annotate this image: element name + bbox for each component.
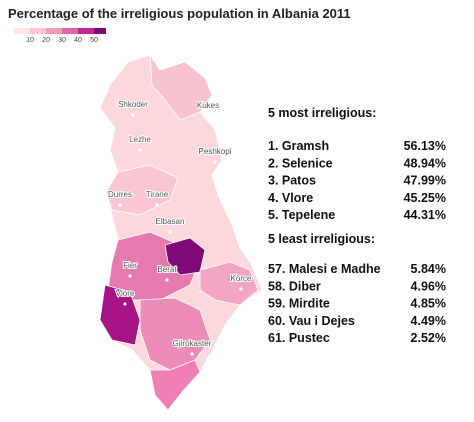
city-dot — [123, 302, 127, 306]
region — [199, 261, 259, 306]
city-label: Elbasan — [156, 217, 185, 226]
list-name: 4. Vlore — [268, 191, 313, 205]
region — [105, 164, 179, 216]
list-name: 58. Diber — [268, 279, 321, 293]
list-heading: 5 least irreligious: — [268, 232, 375, 246]
city-dot — [239, 287, 243, 291]
legend-swatch — [30, 28, 46, 34]
list-heading: 5 most irreligious: — [268, 106, 376, 120]
legend-swatch — [94, 28, 106, 34]
list-value: 4.49% — [411, 314, 446, 328]
list-name: 59. Mirdite — [268, 297, 330, 311]
legend-swatch — [46, 28, 62, 34]
region — [149, 53, 213, 121]
city-label: Korce — [231, 274, 252, 283]
list-value: 45.25% — [404, 191, 446, 205]
city-label: Berat — [157, 265, 177, 274]
map — [99, 53, 263, 411]
legend-tick: 50 — [90, 37, 98, 44]
region — [99, 284, 141, 346]
legend-tick: 30 — [58, 37, 66, 44]
city-dot — [118, 203, 122, 207]
list-value: 47.99% — [404, 174, 446, 188]
list-value: 4.85% — [411, 297, 446, 311]
list-value: 4.96% — [411, 279, 446, 293]
city-dot — [138, 148, 142, 152]
list-name: 3. Patos — [268, 174, 316, 188]
list-value: 5.84% — [411, 262, 446, 276]
region — [149, 359, 201, 411]
legend-tick: 40 — [74, 37, 82, 44]
list-name: 5. Tepelene — [268, 208, 335, 222]
city-label: Fier — [123, 261, 137, 270]
city-label: Tirane — [146, 190, 169, 199]
list-name: 61. Pustec — [268, 331, 330, 345]
city-dot — [165, 278, 169, 282]
list-value: 48.94% — [404, 156, 446, 170]
city-dot — [128, 274, 132, 278]
list-name: 60. Vau i Dejes — [268, 314, 355, 328]
legend-tick: 10 — [26, 37, 34, 44]
city-dot — [206, 114, 210, 118]
legend-swatch — [14, 28, 30, 34]
city-dot — [131, 113, 135, 117]
legend: 10 20 30 40 50 — [14, 28, 106, 44]
list-name: 1. Gramsh — [268, 139, 329, 153]
list-name: 2. Selenice — [268, 156, 333, 170]
list-value: 2.52% — [411, 331, 446, 345]
list-value: 56.13% — [404, 139, 446, 153]
city-label: Vlore — [116, 289, 135, 298]
city-label: Peshkopi — [199, 147, 232, 156]
legend-tick: 20 — [42, 37, 50, 44]
city-label: Gjirokaster — [173, 339, 212, 348]
city-dot — [155, 203, 159, 207]
city-label: Kukes — [197, 101, 219, 110]
legend-swatch — [78, 28, 94, 34]
city-dot — [213, 160, 217, 164]
list-name: 57. Malesi e Madhe — [268, 262, 381, 276]
city-dot — [190, 352, 194, 356]
city-label: Shkoder — [118, 100, 148, 109]
list-value: 44.31% — [404, 208, 446, 222]
city-dot — [168, 230, 172, 234]
title: Percentage of the irreligious population… — [8, 6, 351, 21]
city-label: Durres — [108, 190, 132, 199]
city-label: Lezhe — [129, 135, 151, 144]
legend-swatch — [62, 28, 78, 34]
